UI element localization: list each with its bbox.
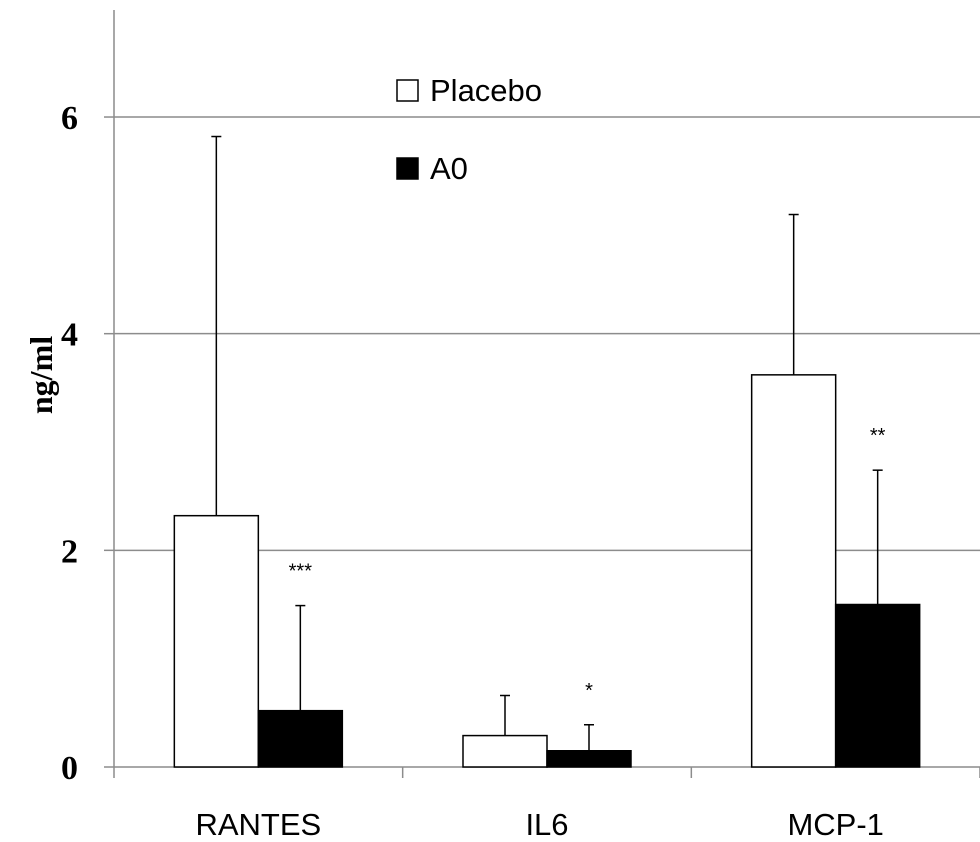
x-tick-label: IL6 bbox=[525, 807, 568, 842]
y-tick-label: 6 bbox=[61, 100, 78, 137]
legend: Placebo A0 bbox=[396, 73, 542, 186]
significance-marker: * bbox=[585, 680, 593, 702]
bar-a0-rantes bbox=[257, 709, 344, 768]
significance-markers: ****** bbox=[289, 425, 886, 702]
x-tick-label: MCP-1 bbox=[787, 807, 883, 842]
x-tick-label: RANTES bbox=[195, 807, 321, 842]
y-tick-label: 4 bbox=[61, 317, 78, 354]
y-axis-label: ng/ml bbox=[23, 336, 59, 414]
error-bars bbox=[211, 135, 883, 751]
significance-marker: *** bbox=[289, 561, 313, 583]
gridlines bbox=[114, 116, 980, 552]
bars bbox=[173, 374, 921, 768]
legend-label: Placebo bbox=[430, 73, 542, 108]
bar-placebo-il6 bbox=[462, 734, 548, 768]
legend-swatch-a0 bbox=[396, 157, 419, 180]
bar-placebo-mcp-1 bbox=[750, 374, 837, 768]
legend-swatch-placebo bbox=[396, 79, 419, 102]
bar-placebo-rantes bbox=[173, 514, 260, 768]
significance-marker: ** bbox=[870, 425, 886, 447]
tick-labels: 0 2 4 6 RANTES IL6 MCP-1 bbox=[61, 100, 884, 842]
y-tick-label: 0 bbox=[61, 750, 78, 787]
bar-a0-mcp-1 bbox=[834, 603, 921, 768]
y-tick-label: 2 bbox=[61, 533, 78, 570]
bar-a0-il6 bbox=[546, 750, 632, 768]
legend-label: A0 bbox=[430, 151, 468, 186]
